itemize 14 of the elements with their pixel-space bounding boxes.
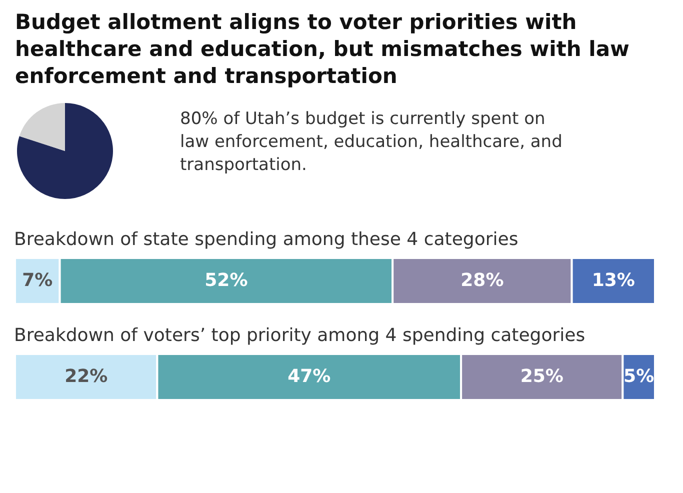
data-label: 25% bbox=[520, 366, 564, 387]
data-label: 47% bbox=[288, 366, 331, 387]
data-label: 13% bbox=[592, 270, 635, 291]
text: 80% of Utah’s budget is currently spent on law enforcement, education, healthcare, and transportation. bbox=[180, 109, 562, 175]
data-label: 7% bbox=[22, 270, 53, 291]
pie-slice bbox=[19, 103, 65, 151]
text: Budget allotment aligns to voter priorities with healthcare and education, but mismatches with law enforcement and transportation bbox=[15, 10, 630, 88]
chart-title: Breakdown of state spending among these 4 categories bbox=[14, 229, 518, 250]
data-label: 52% bbox=[204, 270, 248, 291]
data-label: 22% bbox=[64, 366, 108, 387]
pie-slice bbox=[17, 103, 113, 199]
chart-title: Breakdown of voters’ top priority among 4 spending categories bbox=[14, 325, 586, 346]
data-label: 5% bbox=[624, 366, 654, 387]
data-label: 28% bbox=[460, 270, 504, 291]
